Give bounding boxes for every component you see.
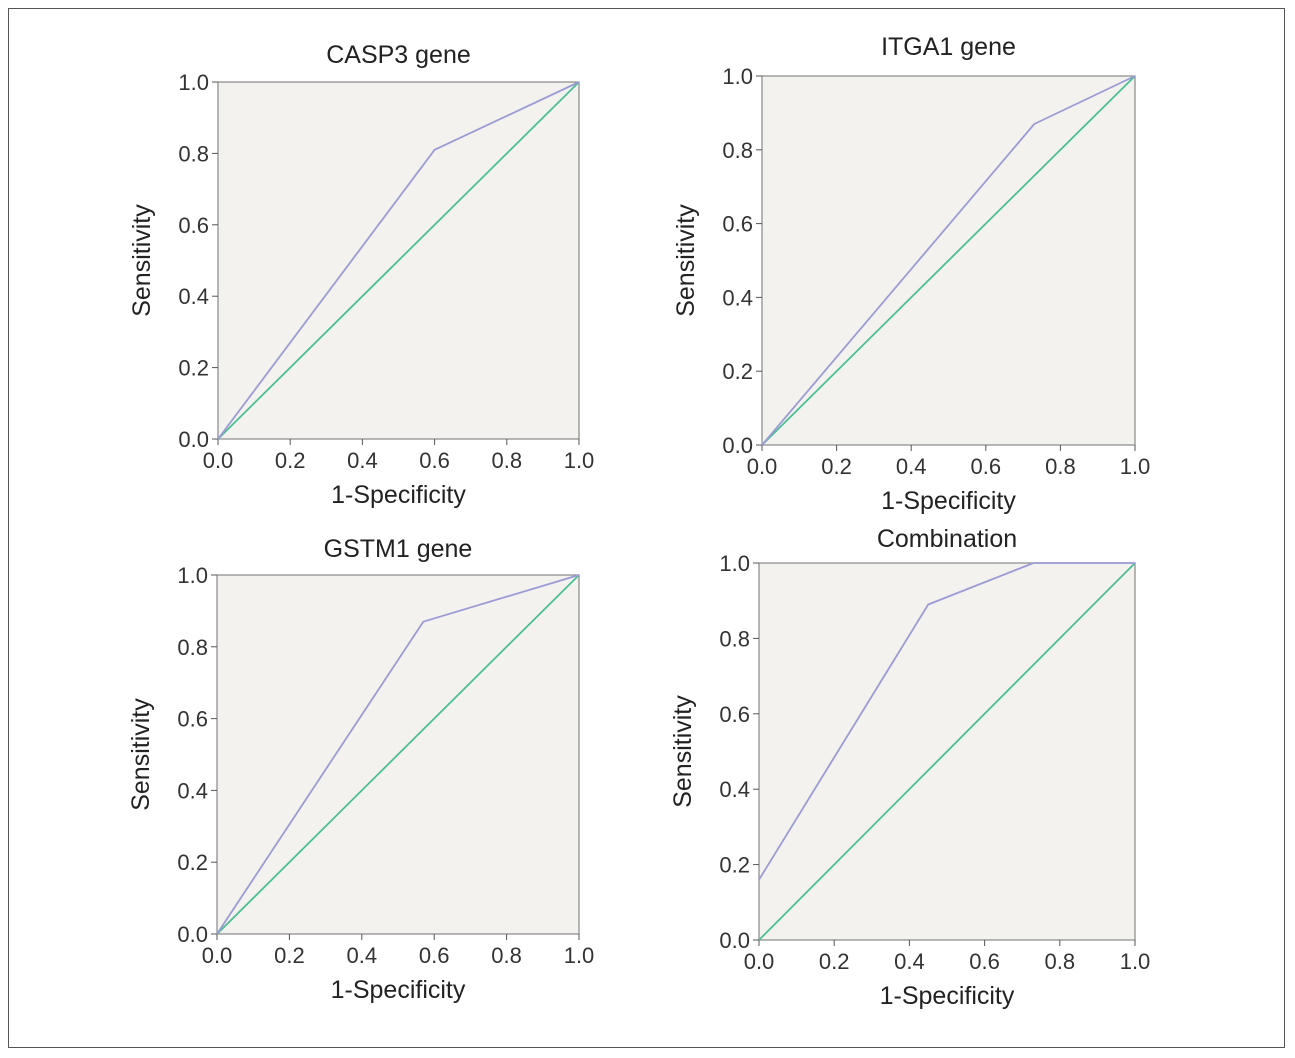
x-tick-label: 0.0: [202, 943, 233, 968]
y-tick-label: 0.4: [722, 285, 753, 310]
x-tick-label: 0.0: [744, 949, 775, 974]
y-axis-label: Sensitivity: [127, 698, 155, 811]
y-tick-label: 0.6: [719, 702, 750, 727]
y-tick-label: 0.4: [178, 284, 209, 309]
reference-diagonal-line: [217, 81, 580, 440]
x-tick-label: 1.0: [1120, 454, 1151, 479]
y-tick-label: 0.6: [722, 212, 753, 237]
x-axis-label: 1-Specificity: [880, 982, 1015, 1010]
y-tick-label: 0.0: [722, 433, 753, 458]
y-tick-label: 0.0: [719, 928, 750, 953]
roc-chart-3: GSTM1 gene 0.0 0.2 0.4 0.6 0.8 1.0 0.0 0.2 0.4 0.6…: [127, 535, 594, 1004]
roc-chart-4: Combination 0.0 0.2 0.4 0.6 0.8 1.0 0.0 0.2 0.4 0.…: [669, 525, 1150, 1010]
y-tick-label: 0.2: [719, 853, 750, 878]
y-tick-label: 1.0: [719, 551, 750, 576]
x-tick-label: 0.8: [491, 943, 522, 968]
x-tick-label: 1.0: [1120, 949, 1151, 974]
y-tick-label: 0.6: [177, 707, 208, 732]
chart-title: GSTM1 gene: [324, 535, 473, 563]
y-tick-label: 0.0: [177, 922, 208, 947]
x-tick-label: 0.6: [419, 448, 450, 473]
x-tick-label: 1.0: [564, 943, 595, 968]
chart-title: Combination: [877, 525, 1017, 553]
x-tick-label: 0.6: [971, 454, 1002, 479]
y-tick-label: 0.8: [178, 141, 209, 166]
x-tick-label: 0.4: [894, 949, 925, 974]
x-tick-label: 0.8: [1045, 454, 1076, 479]
y-tick-label: 1.0: [177, 563, 208, 588]
y-tick-label: 0.6: [178, 213, 209, 238]
y-tick-label: 0.4: [177, 778, 208, 803]
y-tick-label: 1.0: [178, 70, 209, 95]
x-tick-label: 0.4: [347, 448, 378, 473]
x-tick-label: 0.8: [492, 448, 523, 473]
x-tick-label: 0.2: [821, 454, 852, 479]
reference-diagonal-line: [216, 574, 580, 935]
reference-diagonal-line: [758, 562, 1136, 941]
y-tick-label: 0.0: [178, 427, 209, 452]
x-tick-label: 0.2: [274, 943, 305, 968]
x-axis-label: 1-Specificity: [331, 481, 466, 509]
y-axis-label: Sensitivity: [128, 204, 156, 317]
x-tick-label: 0.6: [969, 949, 1000, 974]
roc-chart-1: CASP3 gene 0.0 0.2 0.4 0.6 0.8 1.0 0.0 0.2 0.4 0.6…: [128, 41, 594, 509]
x-axis-label: 1-Specificity: [881, 487, 1016, 515]
y-axis-label: Sensitivity: [672, 204, 700, 317]
roc-curve-line: [758, 562, 1135, 881]
x-tick-label: 0.2: [819, 949, 850, 974]
x-tick-label: 0.6: [419, 943, 450, 968]
roc-chart-2: ITGA1 gene 0.0 0.2 0.4 0.6 0.8 1.0 0.0 0.2 0.4 0.6…: [672, 33, 1150, 515]
y-tick-label: 0.2: [722, 359, 753, 384]
y-tick-label: 1.0: [722, 64, 753, 89]
roc-curve-line: [761, 75, 1136, 446]
x-tick-label: 0.0: [203, 448, 234, 473]
y-tick-label: 0.2: [178, 356, 209, 381]
chart-title: CASP3 gene: [326, 41, 471, 69]
reference-diagonal-line: [761, 75, 1136, 446]
x-tick-label: 0.2: [275, 448, 306, 473]
x-tick-label: 0.4: [896, 454, 927, 479]
y-tick-label: 0.4: [719, 777, 750, 802]
chart-title: ITGA1 gene: [881, 33, 1016, 61]
roc-curve-line: [217, 81, 580, 440]
roc-curve-line: [216, 574, 580, 935]
y-axis-label: Sensitivity: [669, 695, 697, 808]
y-tick-label: 0.8: [177, 635, 208, 660]
x-tick-label: 0.0: [747, 454, 778, 479]
y-tick-label: 0.8: [722, 138, 753, 163]
x-tick-label: 0.8: [1045, 949, 1076, 974]
x-axis-label: 1-Specificity: [331, 976, 466, 1004]
x-tick-label: 0.4: [347, 943, 378, 968]
y-tick-label: 0.8: [719, 626, 750, 651]
x-tick-label: 1.0: [564, 448, 595, 473]
y-tick-label: 0.2: [177, 850, 208, 875]
